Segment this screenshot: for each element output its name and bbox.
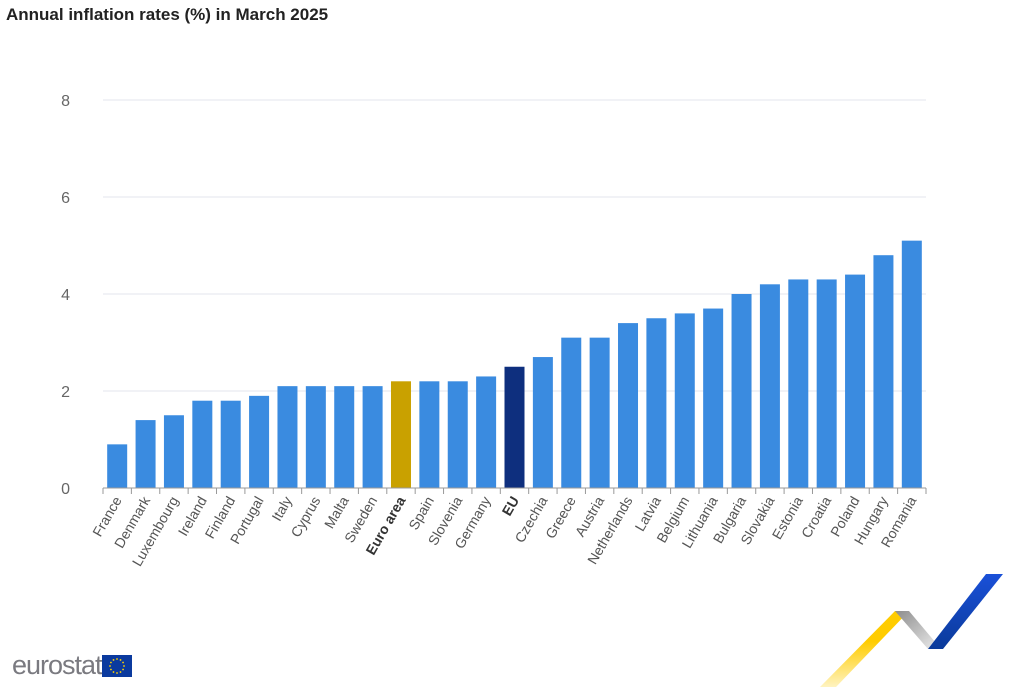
- bar-italy[interactable]: [277, 386, 298, 488]
- bar-belgium[interactable]: [674, 313, 695, 488]
- bar-latvia[interactable]: [646, 318, 667, 488]
- bar-romania[interactable]: [901, 240, 922, 488]
- decorative-ribbon: [820, 574, 1003, 687]
- bar-czechia[interactable]: [532, 357, 553, 488]
- bar-germany[interactable]: [476, 376, 497, 488]
- bar-portugal[interactable]: [249, 395, 270, 488]
- bar-denmark[interactable]: [135, 420, 156, 488]
- bar-poland[interactable]: [845, 274, 866, 488]
- y-tick-label: 8: [61, 93, 70, 110]
- bar-hungary[interactable]: [873, 255, 894, 488]
- bar-croatia[interactable]: [816, 279, 837, 488]
- bar-chart: 02468FranceDenmarkLuxembourgIrelandFinla…: [61, 93, 927, 569]
- bar-slovenia[interactable]: [447, 381, 468, 488]
- bar-ireland[interactable]: [192, 400, 213, 488]
- eu-flag-icon: [101, 654, 132, 677]
- bar-sweden[interactable]: [362, 386, 383, 488]
- bar-estonia[interactable]: [788, 279, 809, 488]
- x-tick-label: Italy: [268, 494, 295, 524]
- bar-austria[interactable]: [589, 337, 610, 488]
- bar-greece[interactable]: [561, 337, 582, 488]
- eurostat-logo: eurostat: [12, 650, 132, 681]
- bar-eu[interactable]: [504, 366, 525, 488]
- bar-slovakia[interactable]: [759, 284, 780, 488]
- bar-france[interactable]: [107, 444, 128, 488]
- bar-bulgaria[interactable]: [731, 294, 752, 488]
- bar-cyprus[interactable]: [305, 386, 326, 488]
- x-tick-label: EU: [499, 494, 523, 519]
- y-tick-label: 2: [61, 384, 70, 401]
- bar-spain[interactable]: [419, 381, 440, 488]
- y-tick-label: 4: [61, 287, 70, 304]
- bar-netherlands[interactable]: [618, 323, 639, 488]
- chart-title: Annual inflation rates (%) in March 2025: [6, 5, 329, 24]
- y-tick-label: 6: [61, 190, 70, 207]
- bar-euro-area[interactable]: [390, 381, 411, 488]
- logo-text: eurostat: [12, 650, 103, 680]
- y-tick-label: 0: [61, 481, 70, 498]
- bar-lithuania[interactable]: [703, 308, 724, 488]
- bar-finland[interactable]: [220, 400, 241, 488]
- bar-malta[interactable]: [334, 386, 355, 488]
- bar-luxembourg[interactable]: [163, 415, 184, 488]
